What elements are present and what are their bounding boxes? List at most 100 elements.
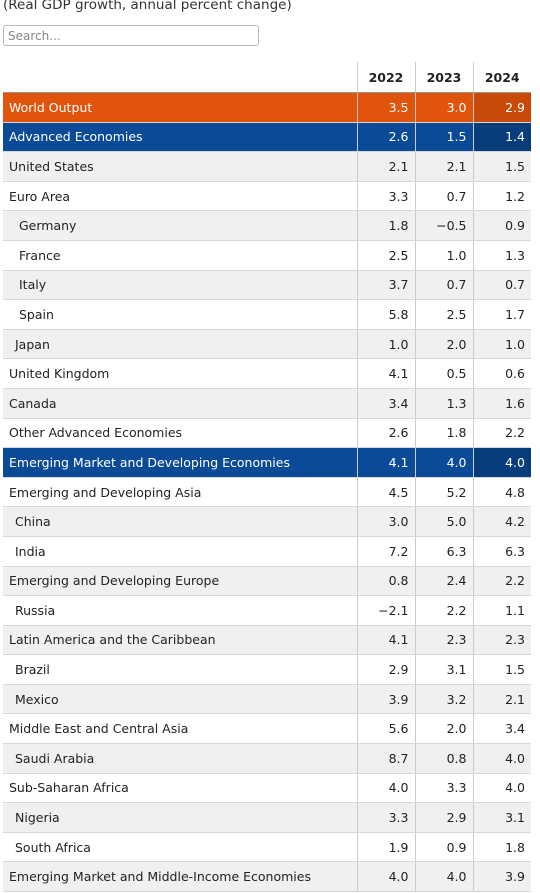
row-label: Germany bbox=[3, 210, 357, 241]
value-cell: 2.6 bbox=[356, 418, 415, 449]
value-cell: 1.6 bbox=[472, 388, 531, 419]
value-cell: 4.0 bbox=[356, 773, 415, 804]
value-cell: 4.5 bbox=[356, 477, 415, 508]
value-cell: 2.9 bbox=[356, 654, 415, 685]
value-cell: 1.2 bbox=[472, 181, 531, 212]
row-label: Emerging and Developing Asia bbox=[3, 477, 357, 508]
row-label: China bbox=[3, 506, 357, 537]
value-cell: 1.8 bbox=[414, 418, 473, 449]
subtitle: (Real GDP growth, annual percent change) bbox=[3, 0, 292, 13]
value-cell: 0.9 bbox=[414, 832, 473, 863]
table-row: Brazil 2.9 3.1 1.5 bbox=[3, 654, 531, 685]
value-cell: 5.6 bbox=[356, 713, 415, 745]
value-cell: 2.2 bbox=[472, 418, 531, 449]
value-cell: 4.0 bbox=[414, 861, 473, 893]
row-label: France bbox=[3, 240, 357, 271]
table-row: Russia −2.1 2.2 1.1 bbox=[3, 595, 531, 626]
value-cell: 2.5 bbox=[414, 299, 473, 330]
table-row: Middle East and Central Asia 5.6 2.0 3.4 bbox=[3, 713, 531, 745]
table-row: Emerging Market and Middle-Income Econom… bbox=[3, 861, 531, 893]
row-label: Saudi Arabia bbox=[3, 743, 357, 774]
value-cell: 1.5 bbox=[414, 122, 473, 153]
row-label: United Kingdom bbox=[3, 358, 357, 389]
value-cell: 0.5 bbox=[414, 358, 473, 389]
value-cell: −0.5 bbox=[414, 210, 473, 241]
table-row: Emerging and Developing Asia 4.5 5.2 4.8 bbox=[3, 477, 531, 508]
row-label: Other Advanced Economies bbox=[3, 418, 357, 449]
table-row: United States 2.1 2.1 1.5 bbox=[3, 151, 531, 182]
table-row: Nigeria 3.3 2.9 3.1 bbox=[3, 802, 531, 833]
table-row: United Kingdom 4.1 0.5 0.6 bbox=[3, 358, 531, 389]
value-cell: 5.0 bbox=[414, 506, 473, 537]
value-cell: 0.8 bbox=[356, 566, 415, 597]
row-label: Advanced Economies bbox=[3, 122, 357, 153]
row-label: Canada bbox=[3, 388, 357, 419]
value-cell: 0.7 bbox=[472, 270, 531, 301]
row-label: India bbox=[3, 536, 357, 567]
value-cell: 8.7 bbox=[356, 743, 415, 774]
value-cell: 2.0 bbox=[414, 713, 473, 745]
row-label: United States bbox=[3, 151, 357, 182]
search-box[interactable] bbox=[3, 25, 259, 46]
value-cell: 4.8 bbox=[472, 477, 531, 508]
table-row: Other Advanced Economies 2.6 1.8 2.2 bbox=[3, 418, 531, 449]
table-row: France 2.5 1.0 1.3 bbox=[3, 240, 531, 271]
header-row: 2022 2023 2024 bbox=[3, 62, 531, 93]
value-cell: 3.3 bbox=[414, 773, 473, 804]
value-cell: 2.2 bbox=[472, 566, 531, 597]
value-cell: 1.7 bbox=[472, 299, 531, 330]
column-header: 2024 bbox=[472, 62, 531, 93]
value-cell: 0.8 bbox=[414, 743, 473, 774]
data-table: 2022 2023 2024 World Output 3.5 3.0 2.9 Advanc… bbox=[3, 62, 531, 893]
value-cell: 4.0 bbox=[472, 773, 531, 804]
value-cell: 4.2 bbox=[472, 506, 531, 537]
row-label: Emerging and Developing Europe bbox=[3, 566, 357, 597]
value-cell: 2.9 bbox=[414, 802, 473, 833]
value-cell: 4.1 bbox=[356, 447, 415, 478]
value-cell: 4.0 bbox=[472, 447, 531, 478]
value-cell: 5.8 bbox=[356, 299, 415, 330]
value-cell: 0.7 bbox=[414, 270, 473, 301]
value-cell: 2.3 bbox=[414, 625, 473, 656]
value-cell: 2.5 bbox=[356, 240, 415, 271]
value-cell: 3.1 bbox=[414, 654, 473, 685]
value-cell: 1.0 bbox=[472, 329, 531, 360]
value-cell: 3.1 bbox=[472, 802, 531, 833]
value-cell: −2.1 bbox=[356, 595, 415, 626]
table-row: World Output 3.5 3.0 2.9 bbox=[3, 92, 531, 123]
value-cell: 2.2 bbox=[414, 595, 473, 626]
table-row: Latin America and the Caribbean 4.1 2.3 2.3 bbox=[3, 625, 531, 656]
value-cell: 1.0 bbox=[356, 329, 415, 360]
header-cell bbox=[3, 62, 357, 93]
row-label: Japan bbox=[3, 329, 357, 360]
value-cell: 5.2 bbox=[414, 477, 473, 508]
table-row: Emerging Market and Developing Economies… bbox=[3, 447, 531, 478]
value-cell: 6.3 bbox=[414, 536, 473, 567]
value-cell: 4.1 bbox=[356, 358, 415, 389]
value-cell: 0.6 bbox=[472, 358, 531, 389]
value-cell: 3.7 bbox=[356, 270, 415, 301]
value-cell: 7.2 bbox=[356, 536, 415, 567]
value-cell: 2.1 bbox=[356, 151, 415, 182]
value-cell: 1.8 bbox=[472, 832, 531, 863]
row-label: Euro Area bbox=[3, 181, 357, 212]
row-label: World Output bbox=[3, 92, 357, 123]
value-cell: 4.0 bbox=[356, 861, 415, 893]
value-cell: 1.3 bbox=[414, 388, 473, 419]
table-row: Japan 1.0 2.0 1.0 bbox=[3, 329, 531, 360]
value-cell: 1.9 bbox=[356, 832, 415, 863]
table-row: Mexico 3.9 3.2 2.1 bbox=[3, 684, 531, 715]
value-cell: 3.2 bbox=[414, 684, 473, 715]
value-cell: 3.0 bbox=[414, 92, 473, 123]
value-cell: 1.5 bbox=[472, 654, 531, 685]
value-cell: 0.9 bbox=[472, 210, 531, 241]
value-cell: 4.0 bbox=[472, 743, 531, 774]
table-row: India 7.2 6.3 6.3 bbox=[3, 536, 531, 567]
value-cell: 0.7 bbox=[414, 181, 473, 212]
table-row: China 3.0 5.0 4.2 bbox=[3, 506, 531, 537]
value-cell: 3.3 bbox=[356, 181, 415, 212]
table-row: South Africa 1.9 0.9 1.8 bbox=[3, 832, 531, 863]
row-label: Middle East and Central Asia bbox=[3, 713, 357, 745]
value-cell: 1.4 bbox=[472, 122, 531, 153]
row-label: Mexico bbox=[3, 684, 357, 715]
